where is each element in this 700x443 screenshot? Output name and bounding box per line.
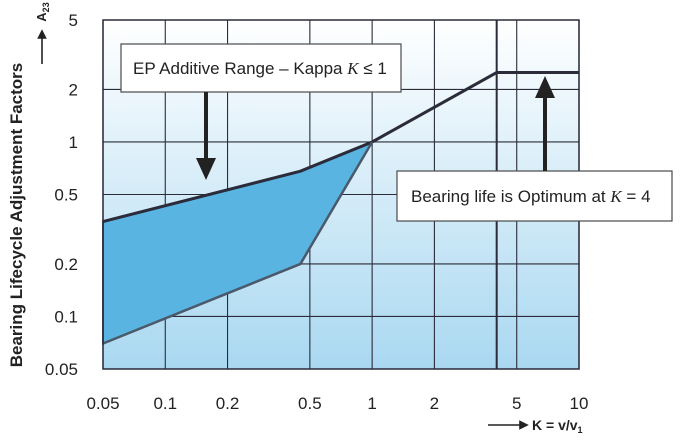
callout-arrow-head-down (196, 158, 216, 180)
lower-curve (102, 141, 374, 345)
y-tick-label: 1 (69, 133, 78, 152)
x-tick-label: 5 (512, 394, 521, 413)
y-tick-label: 2 (69, 80, 78, 99)
y-tick-label: 0.1 (54, 307, 78, 326)
x-tick-label: 10 (570, 394, 589, 413)
y-tick-label: 0.2 (54, 255, 78, 274)
y-tick-labels: 0.05 0.1 0.2 0.5 1 2 5 (45, 11, 78, 379)
ep-additive-range-callout: EP Additive Range – Kappa K ≤ 1 (120, 43, 402, 180)
callout-text: Bearing life is Optimum at K = 4 (411, 187, 651, 206)
x-tick-label: 2 (430, 394, 439, 413)
x-tick-label: 0.05 (86, 394, 119, 413)
x-axis-title: K = v/v1 (532, 417, 583, 435)
callout-box (396, 170, 673, 222)
callout-box (120, 43, 402, 93)
x-tick-label: 0.1 (153, 394, 177, 413)
x-tick-label: 1 (367, 394, 376, 413)
bearing-life-optimum-callout: Bearing life is Optimum at K = 4 (396, 76, 673, 222)
x-tick-label: 0.2 (216, 394, 240, 413)
y-tick-label: 0.05 (45, 360, 78, 379)
x-tick-label: 0.5 (298, 394, 322, 413)
x-tick-labels: 0.05 0.1 0.2 0.5 1 2 5 10 (86, 394, 588, 413)
y-tick-label: 0.5 (54, 186, 78, 205)
y-axis-title: Bearing Lifecycle Adjustment Factors (7, 63, 26, 368)
y-axis-symbol: A23 (34, 2, 51, 21)
callout-text: EP Additive Range – Kappa K ≤ 1 (133, 59, 387, 78)
callout-arrow-head-up (535, 76, 555, 98)
y-tick-label: 5 (69, 11, 78, 30)
